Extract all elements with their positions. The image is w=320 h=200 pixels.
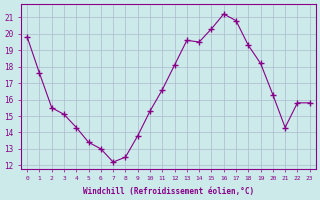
X-axis label: Windchill (Refroidissement éolien,°C): Windchill (Refroidissement éolien,°C) xyxy=(83,187,254,196)
